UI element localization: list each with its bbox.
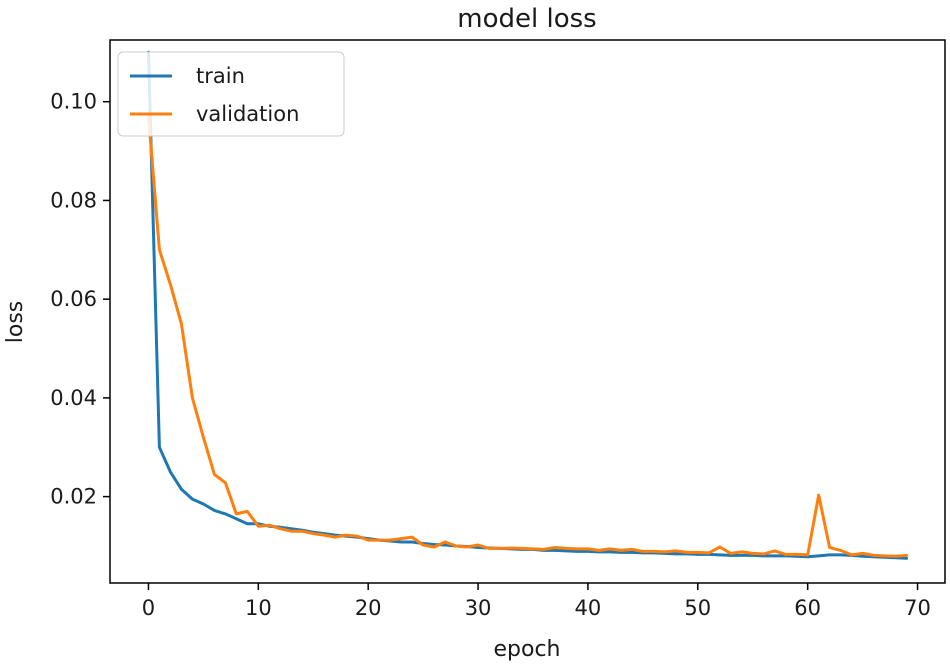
y-tick-label: 0.02 [50,485,97,509]
x-tick-label: 20 [355,596,382,620]
x-tick-label: 0 [142,596,155,620]
axis-ticks: 0 10 20 30 40 50 60 70 0.02 0.04 0.06 0.08 0.10 [50,90,931,620]
x-axis-label: epoch [494,637,561,662]
chart-title: model loss [457,4,596,34]
y-tick-label: 0.06 [50,287,97,311]
plot-frame [109,39,946,584]
x-tick-label: 10 [245,596,272,620]
y-tick-label: 0.04 [50,386,97,410]
x-tick-label: 40 [575,596,602,620]
x-tick-label: 70 [904,596,931,620]
legend: train validation [117,51,345,137]
x-tick-label: 60 [794,596,821,620]
series-line-validation [147,115,908,558]
legend-label-validation: validation [196,102,299,126]
y-tick-label: 0.10 [50,90,97,114]
plot-area [109,39,946,584]
x-tick-label: 30 [465,596,492,620]
x-tick-label: 50 [684,596,711,620]
legend-box [117,51,345,137]
y-tick-label: 0.08 [50,188,97,212]
legend-label-train: train [196,64,245,88]
y-axis-label: loss [3,301,28,344]
